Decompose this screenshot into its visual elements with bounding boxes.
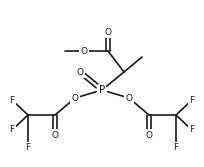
Text: O: O <box>145 130 153 139</box>
Text: O: O <box>71 94 79 103</box>
Text: F: F <box>26 143 31 152</box>
Text: P: P <box>99 85 105 95</box>
Text: F: F <box>9 96 14 105</box>
Text: O: O <box>125 94 133 103</box>
Text: O: O <box>51 130 59 139</box>
Text: O: O <box>81 46 88 55</box>
Text: O: O <box>76 67 83 76</box>
Text: F: F <box>9 125 14 134</box>
Text: O: O <box>104 28 112 37</box>
Text: F: F <box>190 125 195 134</box>
Text: F: F <box>190 96 195 105</box>
Text: F: F <box>173 143 178 152</box>
